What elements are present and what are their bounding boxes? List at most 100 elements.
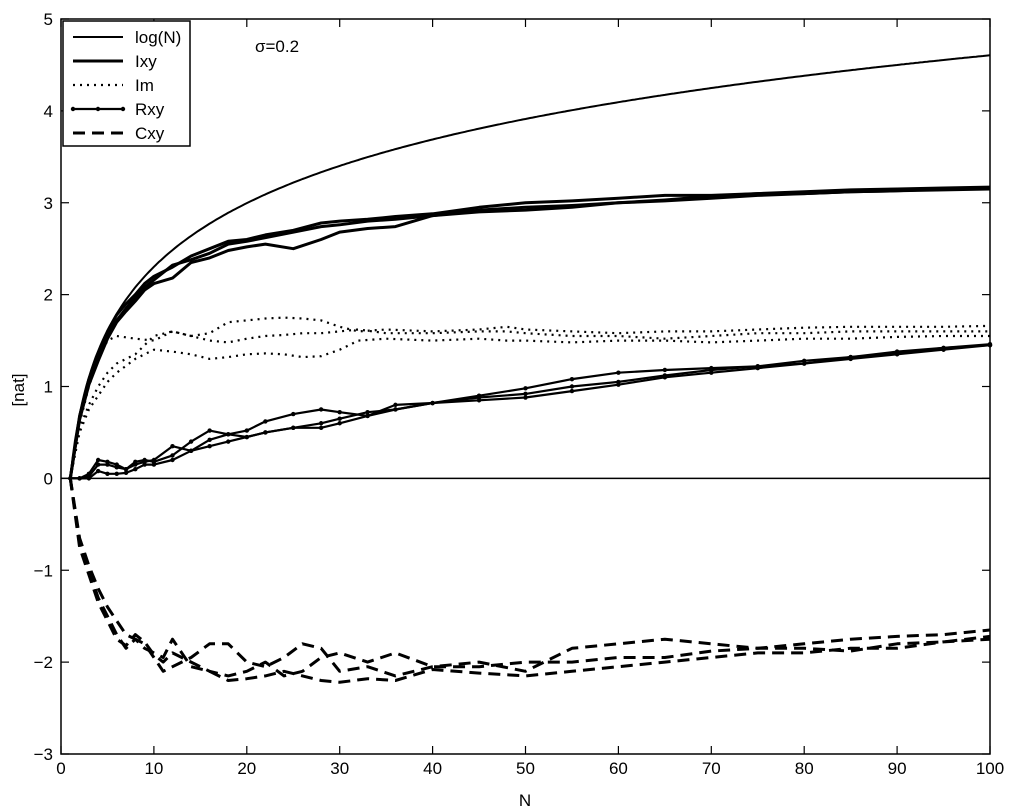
x-tick-label: 70	[702, 759, 721, 778]
rxy-point	[226, 432, 231, 437]
y-tick-label: 2	[44, 286, 53, 305]
rxy-point	[709, 365, 714, 371]
x-tick-label: 50	[516, 759, 535, 778]
y-tick-label: 5	[44, 10, 53, 29]
rxy-point	[170, 457, 175, 463]
rxy-point	[476, 393, 482, 398]
rxy-point	[151, 462, 157, 467]
rxy-point	[291, 425, 296, 431]
rxy-point	[569, 384, 575, 389]
rxy-point	[142, 462, 147, 467]
y-tick-label: −1	[34, 561, 53, 580]
y-tick-label: 0	[44, 469, 53, 488]
x-tick-label: 100	[976, 759, 1004, 778]
legend-marker	[70, 106, 76, 112]
rxy-point	[133, 466, 138, 472]
sigma-annotation: σ=0.2	[255, 37, 299, 56]
x-tick-label: 60	[609, 759, 628, 778]
rxy-point	[105, 459, 110, 465]
rxy-point	[569, 388, 575, 394]
y-tick-label: 3	[44, 194, 53, 213]
legend-label: Cxy	[135, 124, 165, 143]
rxy-point	[318, 425, 324, 431]
series-rxy-line-8	[70, 343, 991, 480]
legend-marker	[120, 106, 126, 112]
rxy-point	[337, 421, 342, 426]
series-cxy-line-12	[68, 478, 991, 684]
legend-label: Im	[135, 76, 154, 95]
x-tick-label: 30	[330, 759, 349, 778]
rxy-point	[755, 364, 760, 369]
x-tick-label: 90	[888, 759, 907, 778]
rxy-point	[244, 434, 249, 440]
rxy-point	[95, 457, 101, 463]
rxy-point	[86, 471, 92, 476]
rxy-point	[318, 421, 324, 426]
series-log-n-line-0	[69, 54, 991, 479]
rxy-point	[476, 398, 482, 403]
rxy-point	[142, 457, 147, 463]
rxy-point	[291, 411, 296, 417]
legend-label: Rxy	[135, 100, 165, 119]
rxy-point	[207, 437, 212, 442]
rxy-point	[244, 428, 249, 433]
rxy-point	[709, 370, 714, 375]
rxy-point	[226, 439, 231, 444]
axes: 0 10 20 30 40 50 60 70 80 90 100 −3 −2 −1 0 1 2 3 4 5	[34, 10, 1005, 778]
rxy-point	[207, 444, 212, 449]
y-tick-label: 1	[44, 378, 53, 397]
rxy-point	[188, 448, 194, 454]
series-im-line-5	[69, 328, 990, 479]
rxy-point	[941, 345, 946, 351]
series-rxy-line-9	[70, 344, 991, 480]
rxy-point	[318, 407, 324, 412]
legend-label: log(N)	[135, 28, 181, 47]
rxy-point	[523, 391, 528, 397]
y-axis-label: [nat]	[9, 373, 28, 406]
rxy-point	[365, 410, 370, 415]
x-tick-label: 0	[56, 759, 65, 778]
rxy-point	[393, 402, 398, 408]
rxy-point	[365, 413, 370, 419]
x-tick-label: 80	[795, 759, 814, 778]
rxy-point	[616, 370, 621, 375]
rxy-point	[337, 410, 342, 415]
rxy-point	[430, 400, 435, 406]
rxy-point	[569, 376, 575, 382]
rxy-point	[170, 444, 175, 449]
rxy-point	[133, 459, 138, 465]
legend-box	[62, 20, 191, 147]
legend-marker	[95, 106, 101, 112]
y-tick-label: 4	[44, 102, 53, 121]
rxy-point	[662, 367, 668, 373]
rxy-point	[114, 471, 119, 476]
legend-label: Ixy	[135, 52, 157, 71]
rxy-point	[393, 407, 398, 412]
rxy-point	[188, 439, 194, 444]
rxy-point	[523, 386, 528, 391]
rxy-point	[337, 416, 342, 421]
rxy-point	[105, 471, 110, 476]
rxy-point	[77, 476, 82, 481]
rxy-point	[263, 430, 268, 435]
rxy-point	[95, 468, 101, 474]
legend: log(N) Ixy Im Rxy Cxy	[62, 20, 191, 147]
rxy-point	[123, 466, 129, 472]
x-tick-label: 20	[237, 759, 256, 778]
rxy-point	[802, 358, 807, 363]
rxy-point	[207, 428, 212, 433]
rxy-point	[523, 395, 528, 400]
rxy-point	[263, 419, 268, 424]
rxy-point	[114, 462, 119, 467]
y-tick-label: −3	[34, 745, 53, 764]
series-ixy-line-3	[68, 186, 991, 479]
x-axis-label: N	[519, 791, 531, 810]
series-ixy-line-2	[68, 185, 991, 479]
rxy-point	[662, 375, 668, 380]
rxy-point	[170, 453, 175, 458]
rxy-point	[86, 476, 92, 481]
rxy-point	[894, 349, 900, 354]
x-tick-label: 40	[423, 759, 442, 778]
rxy-point	[616, 382, 621, 387]
